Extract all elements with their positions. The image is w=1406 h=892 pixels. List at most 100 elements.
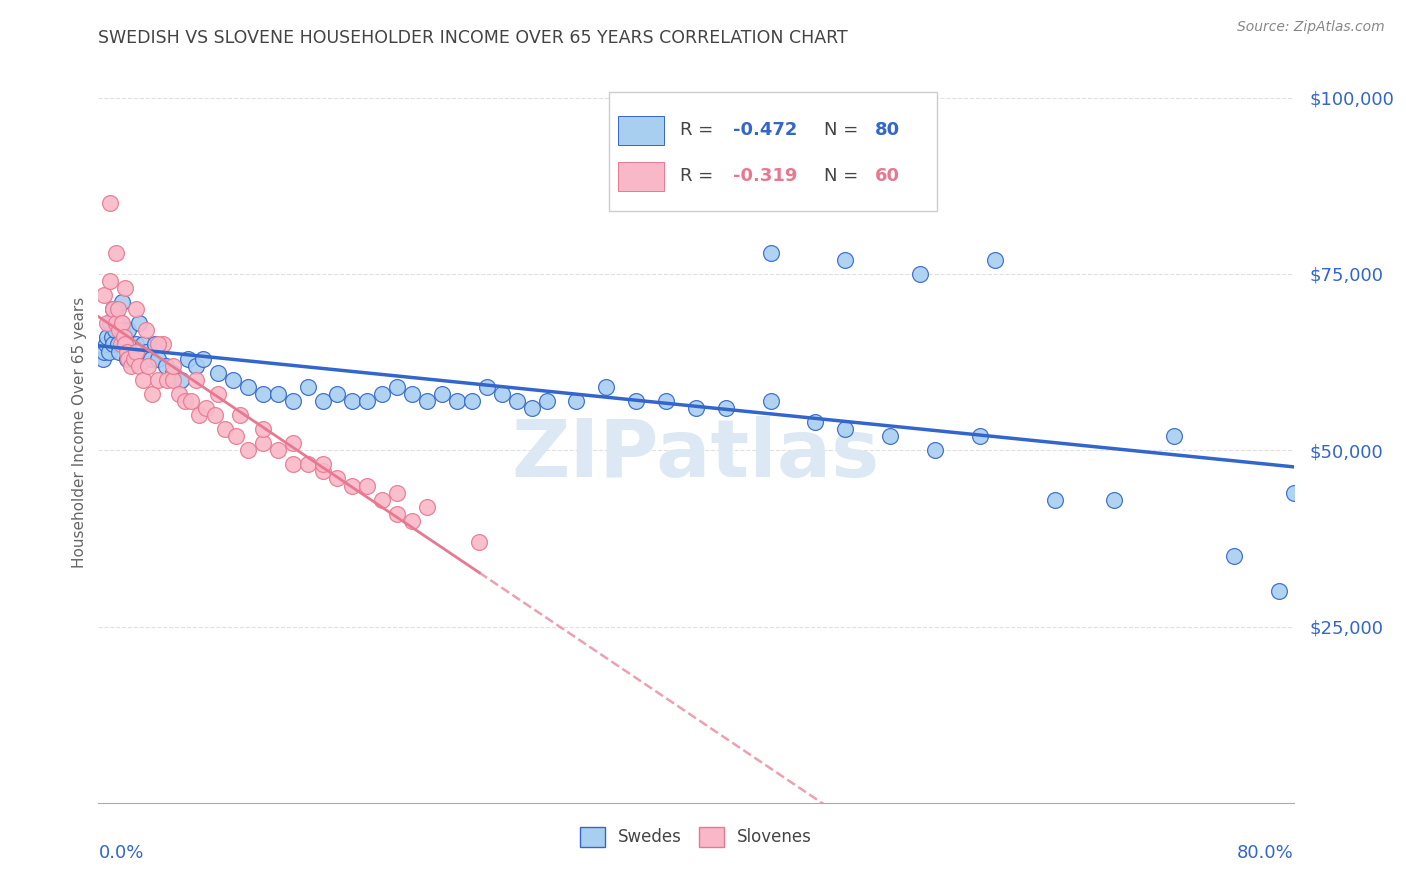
Point	[297, 458, 319, 472]
Point	[685, 401, 707, 415]
Text: N =: N =	[824, 167, 863, 185]
Point	[139, 351, 162, 366]
Point	[267, 443, 290, 458]
Text: -0.472: -0.472	[733, 120, 797, 139]
Point	[222, 373, 245, 387]
Point	[107, 337, 129, 351]
Point	[108, 344, 131, 359]
Point	[759, 393, 782, 408]
Point	[101, 330, 124, 344]
Point	[110, 316, 132, 330]
Point	[148, 373, 170, 387]
Point	[124, 351, 146, 366]
Point	[879, 429, 901, 443]
Point	[297, 380, 319, 394]
Point	[252, 436, 274, 450]
Point	[96, 330, 118, 344]
Point	[152, 337, 174, 351]
Point	[103, 337, 125, 351]
Point	[1223, 549, 1246, 563]
Point	[204, 408, 226, 422]
Point	[162, 366, 184, 380]
Point	[401, 387, 423, 401]
Point	[132, 337, 155, 351]
Point	[1104, 492, 1126, 507]
Point	[311, 458, 333, 472]
Point	[141, 387, 163, 401]
Point	[225, 429, 247, 443]
Point	[281, 393, 304, 408]
Point	[117, 323, 139, 337]
Point	[804, 415, 827, 429]
Text: 0.0%: 0.0%	[98, 844, 143, 862]
Point	[267, 387, 290, 401]
Bar	[619, 162, 664, 191]
Point	[229, 408, 252, 422]
Point	[156, 373, 179, 387]
Point	[1043, 492, 1066, 507]
Point	[385, 380, 409, 394]
Text: 60: 60	[876, 167, 900, 185]
Point	[114, 281, 136, 295]
Point	[565, 393, 588, 408]
Point	[536, 393, 558, 408]
Point	[416, 393, 439, 408]
Point	[520, 401, 543, 415]
Text: R =: R =	[681, 167, 720, 185]
Point	[169, 373, 191, 387]
Y-axis label: Householder Income Over 65 years: Householder Income Over 65 years	[72, 297, 87, 568]
Point	[111, 323, 134, 337]
Point	[135, 344, 157, 359]
Bar	[619, 117, 664, 145]
Point	[93, 344, 115, 359]
Point	[969, 429, 991, 443]
Point	[326, 387, 349, 401]
Point	[401, 514, 423, 528]
Point	[143, 337, 166, 351]
Text: R =: R =	[681, 120, 720, 139]
Point	[195, 401, 218, 415]
Point	[108, 323, 131, 337]
Point	[281, 458, 304, 472]
Point	[103, 302, 125, 317]
Point	[115, 351, 138, 366]
Point	[311, 393, 333, 408]
Point	[162, 359, 184, 373]
Point	[1163, 429, 1185, 443]
Point	[98, 196, 122, 211]
Point	[120, 359, 142, 373]
Point	[107, 302, 129, 317]
Point	[94, 337, 117, 351]
Point	[125, 337, 148, 351]
Point	[1282, 485, 1305, 500]
Point	[162, 373, 184, 387]
Text: Source: ZipAtlas.com: Source: ZipAtlas.com	[1237, 20, 1385, 34]
Point	[132, 373, 155, 387]
Point	[155, 359, 177, 373]
Point	[385, 485, 409, 500]
Point	[120, 344, 142, 359]
Point	[281, 436, 304, 450]
Point	[626, 393, 648, 408]
Point	[104, 323, 127, 337]
Point	[214, 422, 236, 436]
Point	[191, 351, 214, 366]
Point	[117, 351, 139, 366]
Point	[184, 359, 207, 373]
Point	[371, 492, 394, 507]
Text: 80: 80	[876, 120, 900, 139]
Point	[124, 351, 146, 366]
Point	[187, 408, 209, 422]
Point	[834, 422, 856, 436]
Point	[135, 323, 157, 337]
Point	[236, 380, 259, 394]
Text: ZIPatlas: ZIPatlas	[512, 416, 880, 494]
Point	[148, 351, 170, 366]
Point	[93, 288, 115, 302]
Point	[252, 422, 274, 436]
Point	[759, 245, 782, 260]
Point	[103, 302, 125, 317]
Point	[446, 393, 468, 408]
Point	[356, 478, 378, 492]
Point	[595, 380, 617, 394]
